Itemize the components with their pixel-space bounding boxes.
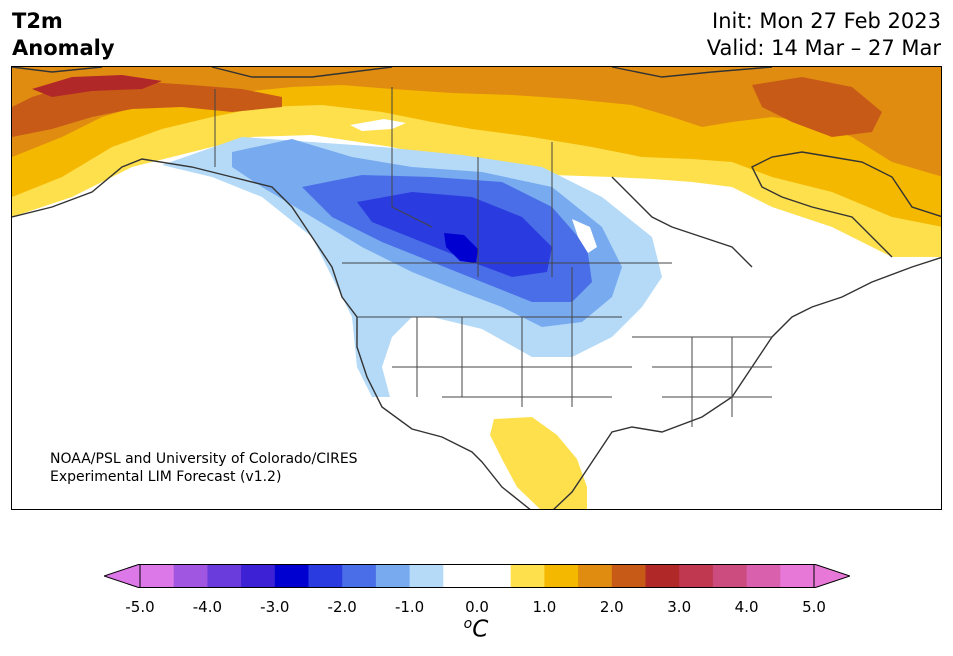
colorbar-over-arrow bbox=[813, 564, 850, 588]
unit-main: C bbox=[472, 616, 489, 643]
colorbar-unit-label: oC bbox=[464, 616, 489, 643]
warm-anomaly-mexico bbox=[490, 417, 587, 509]
colorbar-ticks: -5.0 -4.0 -3.0 -2.0 -1.0 0.0 1.0 2.0 3.0 4.0 5.0 bbox=[0, 598, 953, 618]
anomaly-map: NOAA/PSL and University of Colorado/CIRE… bbox=[11, 66, 942, 510]
colorbar-bin bbox=[140, 564, 175, 588]
map-canvas bbox=[12, 67, 941, 509]
colorbar-bin bbox=[510, 564, 545, 588]
map-title: T2m Anomaly bbox=[12, 8, 115, 62]
init-date: Init: Mon 27 Feb 2023 bbox=[712, 9, 941, 33]
colorbar-bin bbox=[308, 564, 343, 588]
colorbar-under-arrow bbox=[104, 564, 141, 588]
colorbar-tick-label: 1.0 bbox=[532, 598, 557, 616]
valid-range: Valid: 14 Mar – 27 Mar bbox=[706, 36, 941, 60]
colorbar-bin bbox=[409, 564, 444, 588]
colorbar-tick-label: 5.0 bbox=[802, 598, 826, 616]
colorbar-bin bbox=[679, 564, 714, 588]
colorbar-bin bbox=[342, 564, 377, 588]
colorbar-tick-label: -5.0 bbox=[125, 598, 155, 616]
colorbar-outline bbox=[139, 564, 815, 588]
colorbar-tick-label: 4.0 bbox=[734, 598, 759, 616]
credit-line-1: NOAA/PSL and University of Colorado/CIRE… bbox=[50, 451, 358, 467]
colorbar bbox=[104, 564, 850, 588]
colorbar-bin bbox=[780, 564, 815, 588]
colorbar-tick-label: 0.0 bbox=[465, 598, 489, 616]
colorbar-tick-label: 2.0 bbox=[599, 598, 624, 616]
colorbar-bin bbox=[173, 564, 208, 588]
warm-anomaly-red bbox=[32, 75, 162, 97]
colorbar-tick-label: -4.0 bbox=[192, 598, 223, 616]
unit-superscript: o bbox=[463, 616, 473, 632]
colorbar-bin bbox=[712, 564, 748, 588]
cold-anomaly-core bbox=[444, 233, 478, 263]
colorbar-bin bbox=[274, 564, 309, 588]
colorbar-tick-label: 3.0 bbox=[667, 598, 692, 616]
warm-anomaly-orange bbox=[12, 67, 941, 177]
coastlines bbox=[12, 67, 941, 509]
colorbar-tick-label: -3.0 bbox=[260, 598, 290, 616]
lake-winnipeg-white bbox=[572, 219, 597, 253]
title-line-1: T2m bbox=[12, 9, 63, 33]
colorbar-tick-label: -2.0 bbox=[327, 598, 357, 616]
credit-text: NOAA/PSL and University of Colorado/CIRE… bbox=[50, 450, 358, 486]
colorbar-bin bbox=[611, 564, 646, 588]
colorbar-bin bbox=[207, 564, 242, 588]
colorbar-bin bbox=[544, 564, 579, 588]
title-line-2: Anomaly bbox=[12, 36, 115, 60]
colorbar-bin bbox=[241, 564, 276, 588]
colorbar-bin bbox=[375, 564, 411, 588]
colorbar-bin bbox=[477, 564, 512, 588]
political-borders bbox=[214, 87, 772, 427]
colorbar-bin bbox=[746, 564, 781, 588]
warm-anomaly-dark-orange-east bbox=[752, 77, 882, 137]
colorbar-bin bbox=[578, 564, 613, 588]
colorbar-tick-label: -1.0 bbox=[394, 598, 425, 616]
colorbar-bins bbox=[140, 564, 815, 588]
credit-line-2: Experimental LIM Forecast (v1.2) bbox=[50, 469, 282, 485]
colorbar-bin bbox=[645, 564, 680, 588]
colorbar-bin bbox=[443, 564, 478, 588]
forecast-dates: Init: Mon 27 Feb 2023 Valid: 14 Mar – 27… bbox=[707, 8, 941, 62]
